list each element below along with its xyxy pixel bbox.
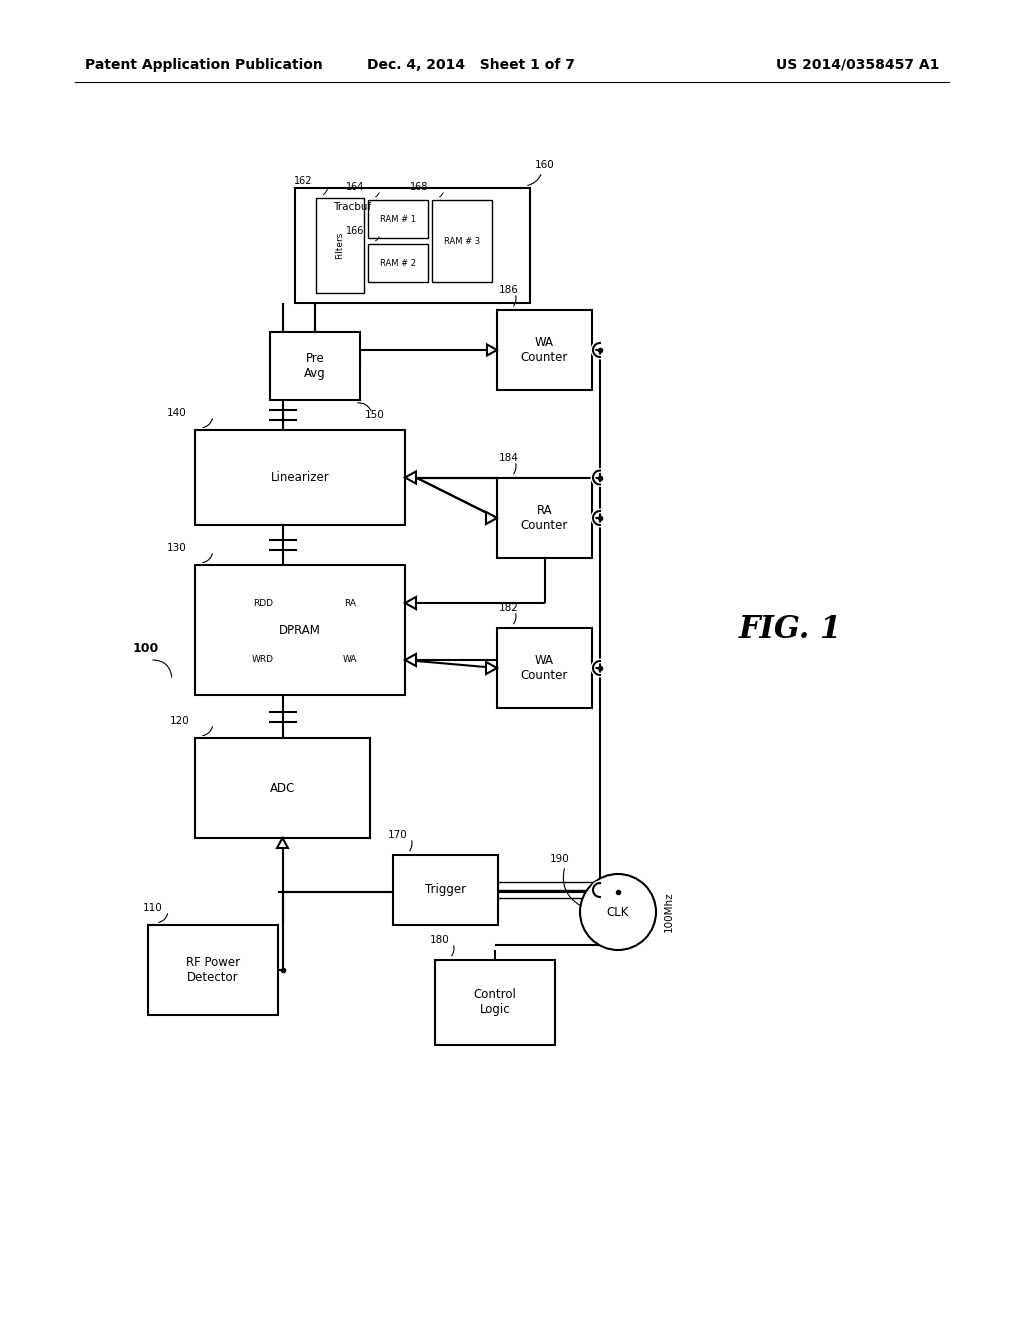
Polygon shape bbox=[486, 512, 497, 524]
Polygon shape bbox=[406, 653, 416, 667]
Polygon shape bbox=[487, 345, 497, 355]
Bar bbox=[497, 628, 592, 708]
Text: WRD: WRD bbox=[252, 656, 274, 664]
Text: 130: 130 bbox=[167, 543, 186, 553]
Text: 190: 190 bbox=[550, 854, 569, 865]
Text: US 2014/0358457 A1: US 2014/0358457 A1 bbox=[775, 58, 939, 73]
Bar bbox=[432, 201, 492, 282]
Text: WA: WA bbox=[343, 656, 357, 664]
Text: 170: 170 bbox=[388, 830, 408, 840]
Polygon shape bbox=[406, 471, 416, 483]
Text: 100: 100 bbox=[133, 642, 160, 655]
Bar bbox=[195, 430, 406, 525]
Polygon shape bbox=[486, 661, 497, 675]
Text: 120: 120 bbox=[170, 715, 189, 726]
Text: 140: 140 bbox=[167, 408, 186, 418]
Bar bbox=[195, 738, 370, 838]
Text: 184: 184 bbox=[499, 453, 519, 463]
Text: ADC: ADC bbox=[269, 781, 295, 795]
Text: 162: 162 bbox=[294, 176, 312, 186]
Text: WA
Counter: WA Counter bbox=[521, 337, 568, 364]
Text: Filters: Filters bbox=[336, 232, 344, 259]
Bar bbox=[148, 925, 278, 1015]
Text: 150: 150 bbox=[365, 411, 385, 420]
Polygon shape bbox=[406, 597, 416, 609]
Text: 166: 166 bbox=[346, 226, 365, 236]
Text: 100Mhz: 100Mhz bbox=[664, 892, 674, 932]
Text: 180: 180 bbox=[430, 935, 450, 945]
Text: WA
Counter: WA Counter bbox=[521, 653, 568, 682]
Text: DPRAM: DPRAM bbox=[280, 623, 321, 636]
Text: RF Power
Detector: RF Power Detector bbox=[186, 956, 240, 983]
Text: RAM # 1: RAM # 1 bbox=[380, 214, 416, 223]
Text: FIG. 1: FIG. 1 bbox=[738, 615, 842, 645]
Text: RDD: RDD bbox=[253, 598, 273, 607]
Text: 164: 164 bbox=[346, 182, 365, 191]
Text: 110: 110 bbox=[143, 903, 163, 913]
Bar bbox=[368, 201, 428, 238]
Bar bbox=[497, 478, 592, 558]
Bar bbox=[270, 333, 360, 400]
Text: Patent Application Publication: Patent Application Publication bbox=[85, 58, 323, 73]
Text: RA: RA bbox=[344, 598, 356, 607]
Text: Linearizer: Linearizer bbox=[270, 471, 330, 484]
Ellipse shape bbox=[580, 874, 656, 950]
Text: Trigger: Trigger bbox=[425, 883, 466, 896]
Text: RAM # 3: RAM # 3 bbox=[444, 236, 480, 246]
Text: 186: 186 bbox=[499, 285, 519, 294]
Bar bbox=[497, 310, 592, 389]
Text: CLK: CLK bbox=[607, 906, 629, 919]
Bar bbox=[295, 187, 530, 304]
Polygon shape bbox=[278, 838, 288, 847]
Text: Tracbuf: Tracbuf bbox=[333, 202, 372, 213]
Bar bbox=[316, 198, 364, 293]
Bar bbox=[435, 960, 555, 1045]
Text: RA
Counter: RA Counter bbox=[521, 504, 568, 532]
Bar bbox=[195, 565, 406, 696]
Text: 168: 168 bbox=[410, 182, 428, 191]
Text: Pre
Avg: Pre Avg bbox=[304, 352, 326, 380]
Text: 160: 160 bbox=[535, 160, 555, 170]
Text: Control
Logic: Control Logic bbox=[473, 989, 516, 1016]
Bar bbox=[368, 244, 428, 282]
Text: 182: 182 bbox=[499, 603, 519, 612]
Text: Dec. 4, 2014   Sheet 1 of 7: Dec. 4, 2014 Sheet 1 of 7 bbox=[367, 58, 575, 73]
Bar bbox=[393, 855, 498, 925]
Text: RAM # 2: RAM # 2 bbox=[380, 259, 416, 268]
